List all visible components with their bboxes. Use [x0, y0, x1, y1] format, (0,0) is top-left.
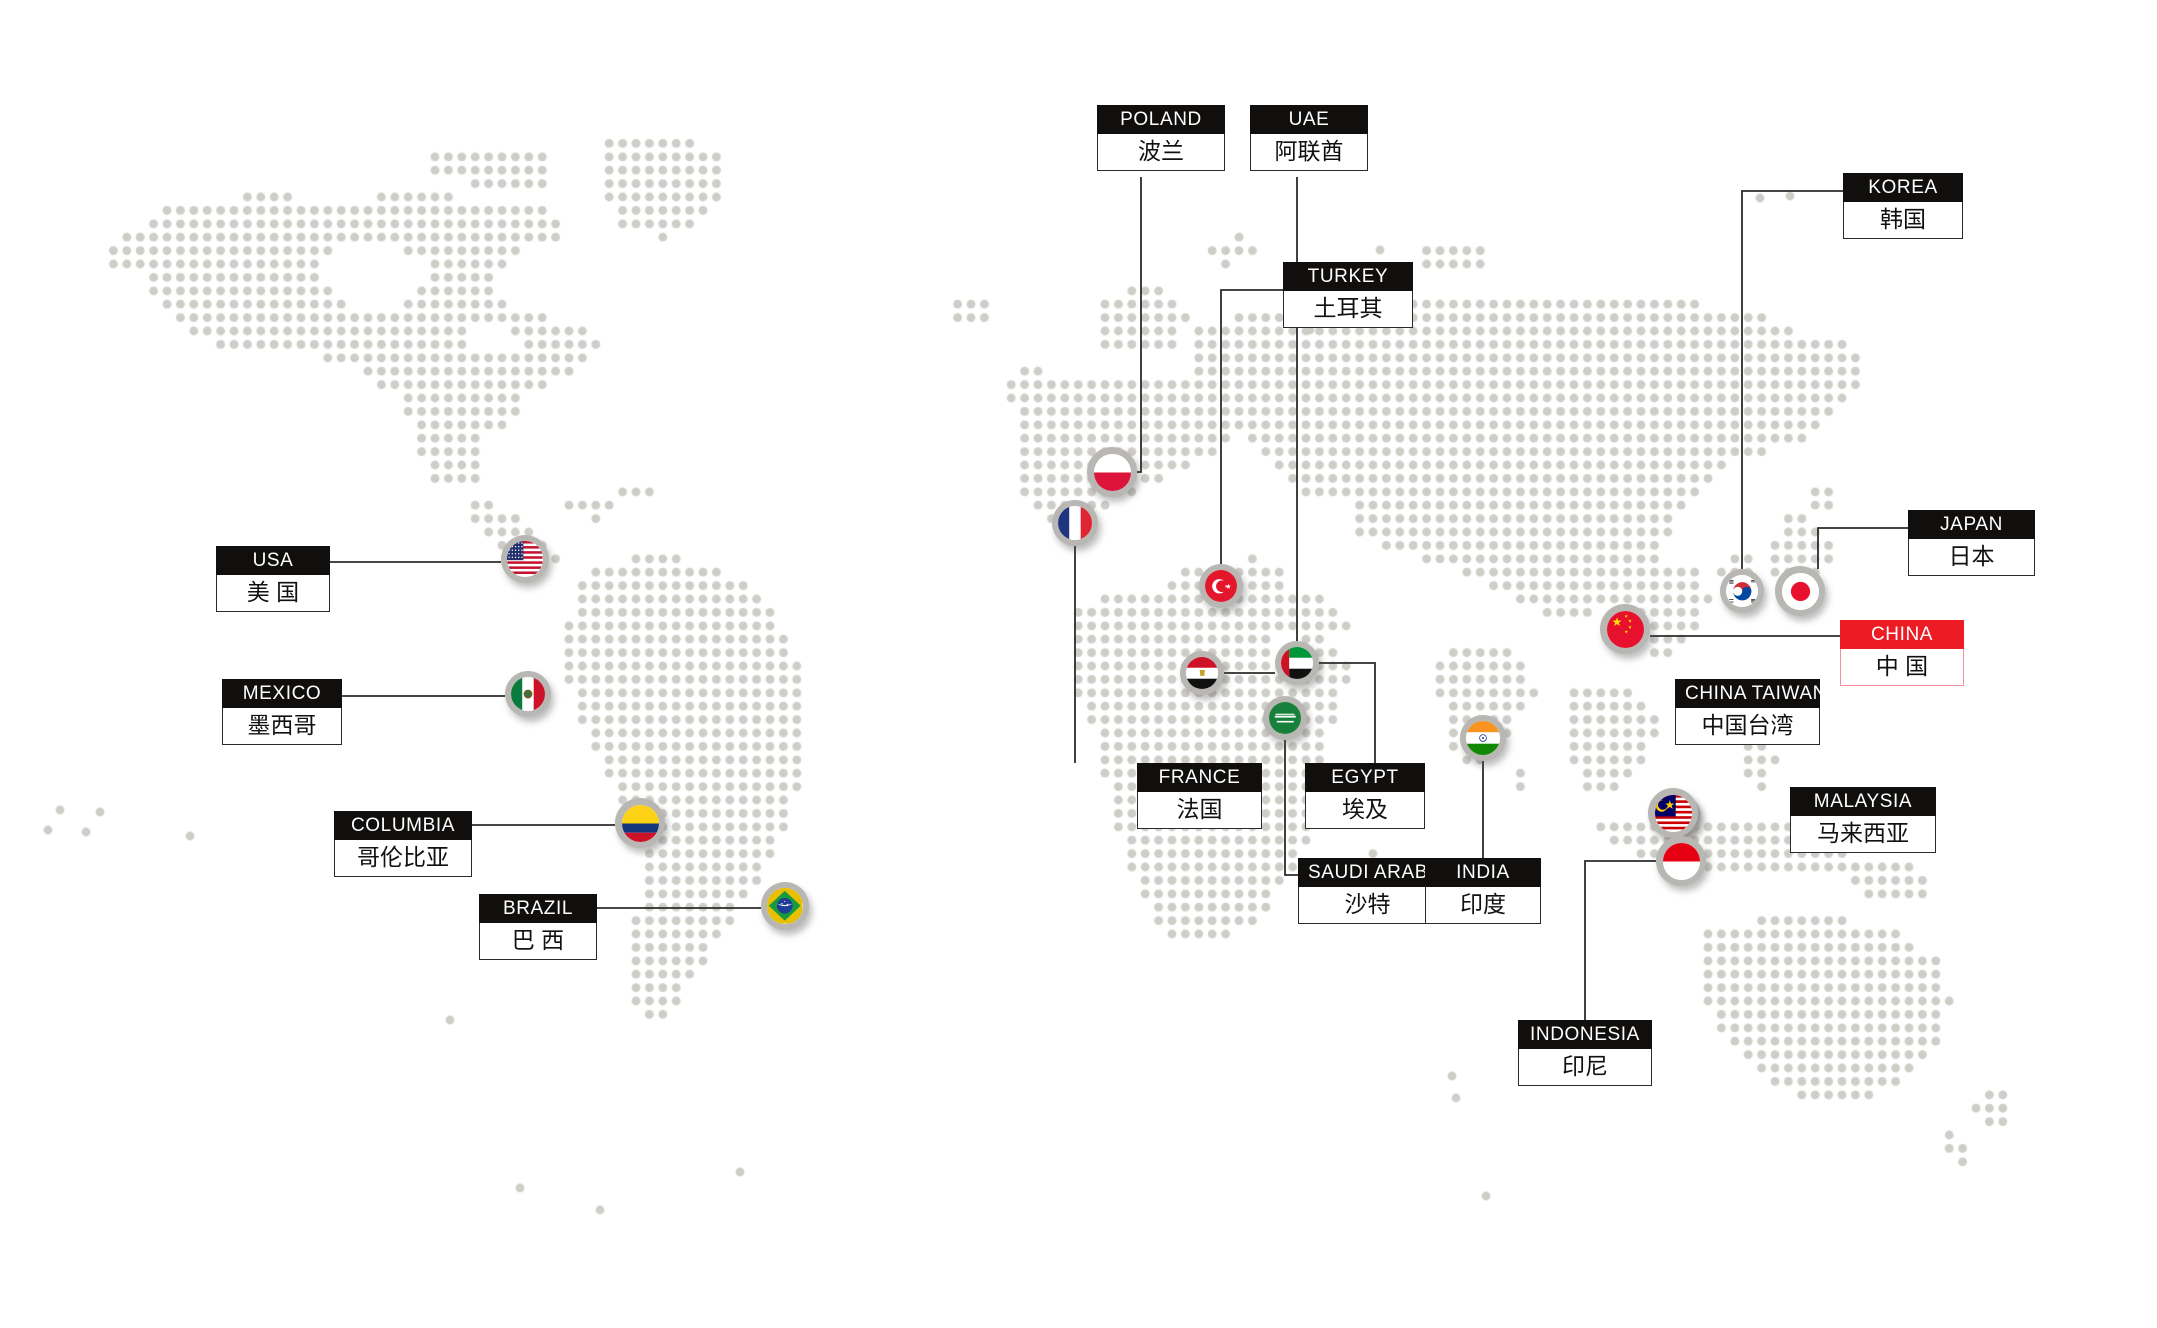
flag-marker-columbia[interactable] — [615, 798, 665, 848]
country-label-egypt-zh: 埃及 — [1305, 792, 1425, 829]
flag-icon-usa — [507, 541, 543, 577]
flag-icon-japan — [1781, 572, 1819, 610]
flag-marker-france[interactable] — [1052, 500, 1098, 546]
flag-icon-malaysia — [1654, 794, 1692, 832]
flag-marker-indonesia[interactable] — [1656, 836, 1706, 886]
flag-icon-columbia — [621, 804, 659, 842]
country-label-brazil[interactable]: BRAZIL 巴 西 — [479, 894, 597, 960]
country-label-japan[interactable]: JAPAN 日本 — [1908, 510, 2035, 576]
country-label-saudiarabia-en: SAUDI ARABIA — [1298, 858, 1447, 887]
country-label-saudiarabia-zh: 沙特 — [1298, 887, 1437, 924]
country-label-japan-zh: 日本 — [1908, 539, 2035, 576]
country-label-china[interactable]: CHINA 中 国 — [1840, 620, 1964, 686]
country-label-india[interactable]: INDIA 印度 — [1425, 858, 1541, 924]
flag-marker-poland[interactable] — [1087, 447, 1137, 497]
country-label-malaysia-zh: 马来西亚 — [1790, 816, 1936, 853]
country-label-france[interactable]: FRANCE 法国 — [1137, 763, 1262, 829]
country-label-indonesia-en: INDONESIA — [1518, 1020, 1652, 1049]
country-label-columbia[interactable]: COLUMBIA 哥伦比亚 — [334, 811, 472, 877]
country-label-uae[interactable]: UAE 阿联酋 — [1250, 105, 1368, 171]
country-label-uae-en: UAE — [1250, 105, 1368, 134]
country-label-indonesia-zh: 印尼 — [1518, 1049, 1652, 1086]
country-label-chinataiwan[interactable]: CHINA TAIWAN 中国台湾 — [1675, 679, 1826, 745]
country-label-egypt-en: EGYPT — [1305, 763, 1425, 792]
country-label-turkey[interactable]: TURKEY 土耳其 — [1283, 262, 1413, 328]
flag-icon-mexico — [510, 676, 545, 711]
flag-icon-france — [1057, 505, 1092, 540]
flag-marker-india[interactable] — [1460, 715, 1506, 761]
country-label-china-en: CHINA — [1840, 620, 1964, 649]
country-label-mexico-zh: 墨西哥 — [222, 708, 342, 745]
country-label-turkey-zh: 土耳其 — [1283, 291, 1413, 328]
country-label-turkey-en: TURKEY — [1283, 262, 1413, 291]
country-label-china-zh: 中 国 — [1840, 649, 1964, 686]
country-label-brazil-zh: 巴 西 — [479, 923, 597, 960]
country-label-saudiarabia[interactable]: SAUDI ARABIA 沙特 — [1298, 858, 1447, 924]
country-label-poland[interactable]: POLAND 波兰 — [1097, 105, 1225, 171]
country-label-poland-zh: 波兰 — [1097, 134, 1225, 171]
flag-icon-china — [1606, 610, 1644, 648]
country-label-india-zh: 印度 — [1425, 887, 1541, 924]
country-label-mexico-en: MEXICO — [222, 679, 342, 708]
flag-icon-saudi — [1268, 701, 1302, 735]
country-label-malaysia-en: MALAYSIA — [1790, 787, 1936, 816]
country-label-malaysia[interactable]: MALAYSIA 马来西亚 — [1790, 787, 1936, 853]
country-label-indonesia[interactable]: INDONESIA 印尼 — [1518, 1020, 1652, 1086]
flag-marker-egypt[interactable] — [1180, 651, 1224, 695]
flag-icon-turkey — [1204, 569, 1238, 603]
country-label-japan-en: JAPAN — [1908, 510, 2035, 539]
flag-marker-usa[interactable] — [501, 535, 549, 583]
flag-marker-turkey[interactable] — [1199, 564, 1243, 608]
flag-icon-indonesia — [1662, 842, 1700, 880]
country-label-korea[interactable]: KOREA 韩国 — [1843, 173, 1963, 239]
country-label-egypt[interactable]: EGYPT 埃及 — [1305, 763, 1425, 829]
flag-icon-korea — [1725, 574, 1759, 608]
flag-marker-japan[interactable] — [1775, 566, 1825, 616]
country-label-france-zh: 法国 — [1137, 792, 1262, 829]
country-label-usa-en: USA — [216, 546, 330, 575]
country-label-columbia-en: COLUMBIA — [334, 811, 472, 840]
country-label-france-en: FRANCE — [1137, 763, 1262, 792]
flag-marker-china[interactable] — [1600, 604, 1650, 654]
country-label-mexico[interactable]: MEXICO 墨西哥 — [222, 679, 342, 745]
flag-icon-india — [1465, 720, 1500, 755]
country-label-chinataiwan-zh: 中国台湾 — [1675, 708, 1820, 745]
country-label-chinataiwan-en: CHINA TAIWAN — [1675, 679, 1826, 708]
flag-marker-malaysia[interactable] — [1648, 788, 1698, 838]
flag-marker-uae[interactable] — [1275, 641, 1319, 685]
country-label-korea-zh: 韩国 — [1843, 202, 1963, 239]
country-label-usa[interactable]: USA 美 国 — [216, 546, 330, 612]
flag-marker-mexico[interactable] — [505, 671, 551, 717]
flag-marker-brazil[interactable] — [761, 882, 809, 930]
country-label-india-en: INDIA — [1425, 858, 1541, 887]
country-label-uae-zh: 阿联酋 — [1250, 134, 1368, 171]
flag-marker-saudiarabia[interactable] — [1263, 696, 1307, 740]
country-label-korea-en: KOREA — [1843, 173, 1963, 202]
flag-icon-brazil — [767, 888, 803, 924]
flag-icon-egypt — [1185, 656, 1219, 690]
country-label-columbia-zh: 哥伦比亚 — [334, 840, 472, 877]
flag-icon-uae — [1280, 646, 1314, 680]
country-label-brazil-en: BRAZIL — [479, 894, 597, 923]
flag-icon-poland — [1093, 453, 1131, 491]
country-label-usa-zh: 美 国 — [216, 575, 330, 612]
country-label-poland-en: POLAND — [1097, 105, 1225, 134]
flag-marker-korea[interactable] — [1720, 569, 1764, 613]
